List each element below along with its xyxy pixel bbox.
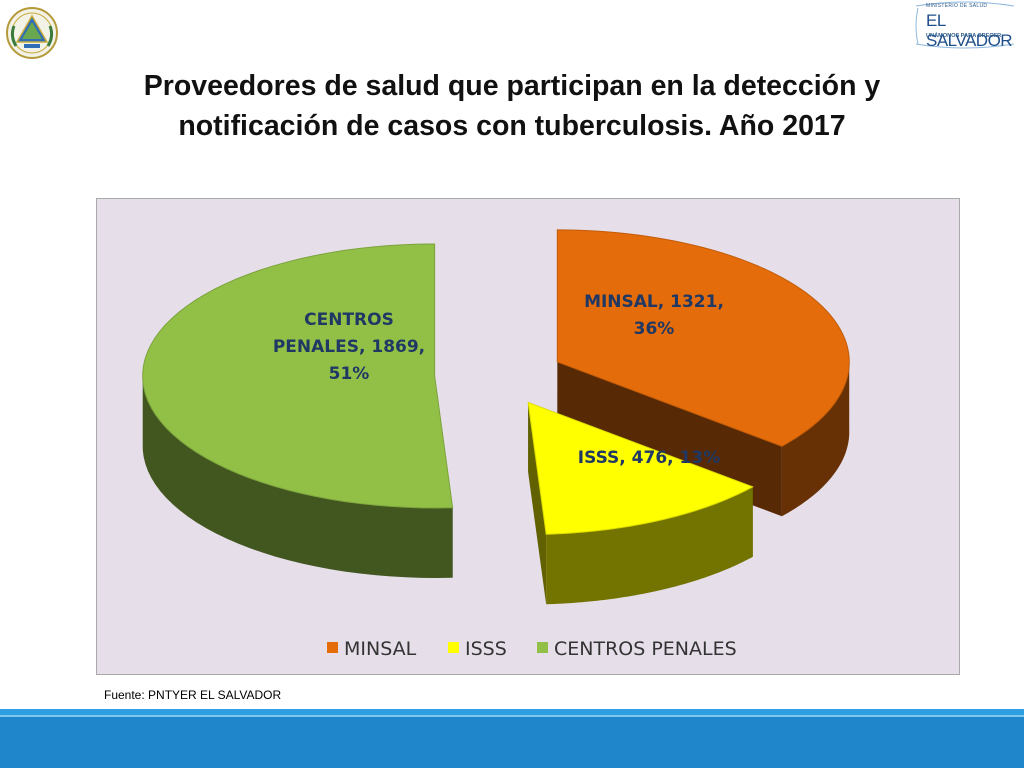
chart-legend: MINSAL ISSS CENTROS PENALES — [327, 638, 737, 660]
legend-label: CENTROS PENALES — [554, 638, 737, 660]
pie-chart-area: MINSAL, 1321, 36% ISSS, 476, 13% CENTROS PEN… — [96, 198, 960, 675]
pie-chart-svg: MINSAL, 1321, 36% ISSS, 476, 13% CENTROS PEN… — [142, 229, 850, 660]
legend-item-isss: ISSS — [448, 638, 507, 660]
slide-title-line-2: notificación de casos con tuberculosis. … — [178, 110, 846, 142]
pie-slice-centros-penales — [142, 243, 454, 578]
footer-bar — [0, 709, 1024, 768]
legend-label: ISSS — [465, 638, 507, 660]
legend-swatch — [327, 642, 338, 653]
footer-stripe-light — [0, 715, 1024, 717]
data-labels: MINSAL, 1321, 36% ISSS, 476, 13% CENTROS PEN… — [273, 292, 724, 468]
pie-slices — [142, 229, 850, 605]
data-label-centros-penales: CENTROS PENALES, 1869, 51% — [273, 310, 425, 384]
legend-item-minsal: MINSAL — [327, 638, 417, 660]
legend-label: MINSAL — [344, 638, 417, 660]
pie-slice-top — [556, 229, 850, 447]
pie-slice-top — [527, 401, 754, 535]
el-salvador-government-logo: MINISTERIO DE SALUD EL SALVADOR UNÁMONOS… — [912, 0, 1018, 52]
pie-slice-side — [781, 358, 850, 517]
brand-slogan-text: UNÁMONOS PARA CRECER — [926, 33, 1002, 39]
legend-item-centros-penales: CENTROS PENALES — [537, 638, 737, 660]
data-label-isss: ISSS, 476, 13% — [578, 448, 720, 468]
footer-stripe — [0, 709, 1024, 715]
pie-slice-side — [142, 372, 453, 578]
pie-slice-side — [546, 486, 753, 605]
pie-slice-isss — [527, 401, 754, 605]
brand-name-text: EL SALVADOR — [926, 11, 1013, 50]
coat-of-arms-logo — [4, 6, 60, 60]
data-label-minsal: MINSAL, 1321, 36% — [584, 292, 724, 339]
legend-swatch — [537, 642, 548, 653]
pie-slice-wall — [528, 402, 547, 605]
brand-ministry-text: MINISTERIO DE SALUD — [926, 3, 988, 9]
pie-slice-top — [142, 243, 454, 509]
source-note: Fuente: PNTYER EL SALVADOR — [104, 688, 282, 702]
slide-title-line-1: Proveedores de salud que participan en l… — [143, 70, 881, 102]
slide-title: Proveedores de salud que participan en l… — [40, 66, 984, 146]
legend-swatch — [448, 642, 459, 653]
